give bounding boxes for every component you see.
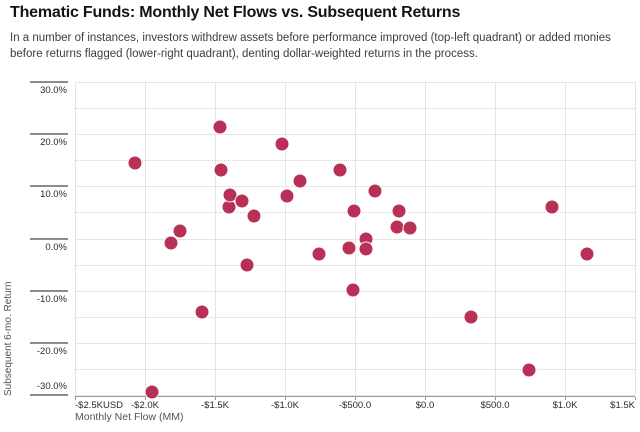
x-tick-mark bbox=[495, 397, 496, 400]
x-tick-mark bbox=[285, 397, 286, 400]
data-point bbox=[247, 209, 260, 223]
data-point bbox=[403, 221, 417, 235]
x-tick-mark bbox=[75, 397, 76, 400]
data-point bbox=[464, 310, 477, 324]
data-point bbox=[173, 224, 187, 238]
y-tick-label: 30.0% bbox=[40, 85, 67, 96]
data-point bbox=[213, 120, 227, 134]
data-point bbox=[240, 258, 253, 272]
data-point bbox=[280, 189, 294, 203]
y-tick-line bbox=[30, 185, 68, 188]
data-point bbox=[164, 236, 178, 250]
horizontal-gridline-minor bbox=[75, 264, 635, 266]
x-tick-label: -$2.0K bbox=[131, 400, 159, 411]
horizontal-gridline-major bbox=[75, 238, 635, 240]
y-tick-label: -20.0% bbox=[36, 345, 67, 357]
y-tick-label: -10.0% bbox=[36, 293, 67, 305]
data-point bbox=[333, 163, 347, 177]
y-tick-line bbox=[30, 289, 68, 292]
horizontal-gridline-major bbox=[75, 186, 635, 188]
horizontal-gridline-major bbox=[75, 134, 635, 136]
data-point bbox=[580, 247, 594, 261]
y-tick-label: 20.0% bbox=[40, 137, 67, 149]
x-tick-mark bbox=[635, 397, 636, 400]
horizontal-gridline-minor bbox=[75, 368, 635, 370]
data-point bbox=[222, 200, 236, 214]
x-tick-mark bbox=[565, 397, 566, 400]
data-point bbox=[214, 163, 228, 177]
plot-area bbox=[75, 82, 636, 399]
horizontal-gridline-minor bbox=[75, 160, 635, 162]
horizontal-gridline-major bbox=[75, 395, 635, 396]
x-tick-mark bbox=[145, 397, 146, 400]
x-tick-mark bbox=[355, 397, 356, 400]
data-point bbox=[346, 283, 360, 297]
data-point bbox=[522, 363, 536, 377]
y-tick-line bbox=[30, 341, 68, 344]
vertical-gridline bbox=[635, 82, 636, 395]
data-point bbox=[342, 241, 356, 255]
y-tick-label: -30.0% bbox=[36, 381, 67, 392]
x-tick-label: $500.0 bbox=[480, 400, 510, 411]
data-point bbox=[390, 220, 404, 234]
horizontal-gridline-minor bbox=[75, 108, 635, 110]
data-point bbox=[392, 204, 406, 218]
x-tick-mark bbox=[425, 397, 426, 400]
x-tick-mark bbox=[215, 397, 216, 400]
chart-title: Thematic Funds: Monthly Net Flows vs. Su… bbox=[10, 4, 461, 21]
data-point bbox=[347, 204, 361, 218]
y-tick-line bbox=[30, 81, 68, 83]
data-point bbox=[235, 194, 249, 208]
chart-subtitle: In a number of instances, investors with… bbox=[10, 32, 611, 60]
y-tick-label: 10.0% bbox=[40, 189, 67, 201]
y-tick-label: 0.0% bbox=[45, 241, 67, 253]
data-point bbox=[223, 188, 237, 202]
horizontal-gridline-major bbox=[75, 82, 635, 83]
x-tick-label: -$1.5K bbox=[201, 400, 229, 411]
x-tick-label: $1.5K bbox=[610, 400, 635, 411]
x-tick-label: -$1.0K bbox=[271, 400, 299, 411]
y-tick-line bbox=[30, 394, 68, 396]
data-point bbox=[359, 242, 373, 256]
x-tick-label: $0.0 bbox=[415, 400, 435, 411]
x-axis-title: Monthly Net Flow (MM) bbox=[75, 411, 184, 423]
x-tick-label: -$2.5KUSD bbox=[75, 400, 124, 411]
data-point bbox=[368, 184, 382, 197]
y-axis: 30.0% 20.0% 10.0% 0.0% -10.0% -20.0% -30.0% bbox=[0, 81, 75, 396]
data-point bbox=[275, 137, 289, 151]
y-tick-line bbox=[30, 133, 68, 136]
data-point bbox=[145, 385, 159, 399]
data-point bbox=[359, 232, 373, 246]
horizontal-gridline-major bbox=[75, 342, 635, 344]
data-point bbox=[545, 200, 559, 214]
data-point bbox=[195, 305, 209, 319]
data-point bbox=[128, 156, 142, 170]
x-tick-label: -$500.0 bbox=[338, 400, 372, 411]
horizontal-gridline-minor bbox=[75, 316, 635, 318]
x-tick-label: $1.0K bbox=[552, 400, 578, 411]
data-point bbox=[293, 174, 307, 188]
data-point bbox=[312, 247, 326, 261]
y-tick-line bbox=[30, 237, 68, 240]
x-axis: -$2.5KUSD -$2.0K -$1.5K -$1.0K -$500.0 $0.0 $5… bbox=[75, 397, 636, 413]
